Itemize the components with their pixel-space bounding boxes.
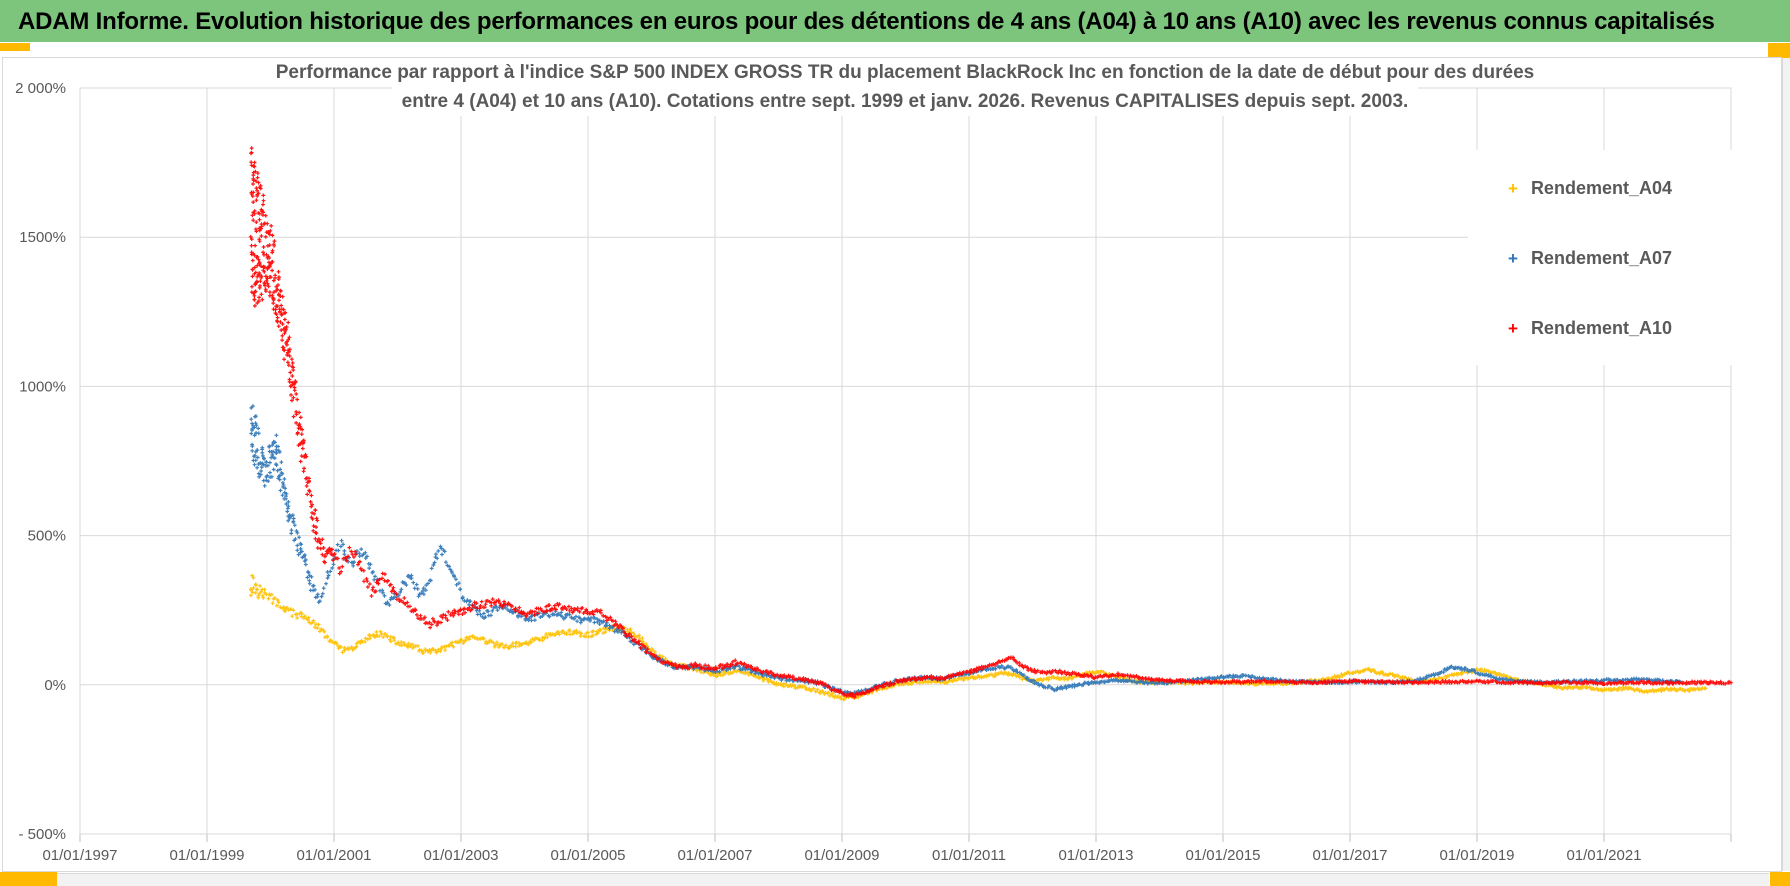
- chart-title-line2: entre 4 (A04) et 10 ans (A10). Cotations…: [391, 87, 1419, 116]
- legend-item-rendement-a04[interactable]: + Rendement_A04: [1468, 176, 1740, 200]
- horizontal-scrollbar[interactable]: [57, 873, 1769, 886]
- vertical-scrollbar[interactable]: [1782, 58, 1790, 871]
- plus-marker-icon: +: [1508, 178, 1518, 198]
- chart-title: Performance par rapport à l'indice S&P 5…: [80, 58, 1730, 116]
- legend-label: Rendement_A10: [1530, 317, 1672, 338]
- accent-top-left: [0, 43, 30, 51]
- legend-label: Rendement_A07: [1530, 247, 1672, 268]
- chart-legend: + Rendement_A04 + Rendement_A07 + Rendem…: [1468, 150, 1740, 365]
- plus-marker-icon: +: [1508, 318, 1518, 338]
- plus-marker-icon: +: [1508, 248, 1518, 268]
- accent-bottom-left[interactable]: [0, 872, 57, 886]
- report-title: ADAM Informe. Evolution historique des p…: [18, 8, 1715, 35]
- chart-title-line1: Performance par rapport à l'indice S&P 5…: [265, 58, 1545, 87]
- report-title-bar: ADAM Informe. Evolution historique des p…: [0, 0, 1790, 42]
- legend-label: Rendement_A04: [1530, 177, 1672, 198]
- legend-item-rendement-a07[interactable]: + Rendement_A07: [1468, 246, 1740, 270]
- legend-item-rendement-a10[interactable]: + Rendement_A10: [1468, 316, 1740, 340]
- accent-top-right: [1768, 43, 1790, 58]
- accent-bottom-right[interactable]: [1770, 872, 1790, 886]
